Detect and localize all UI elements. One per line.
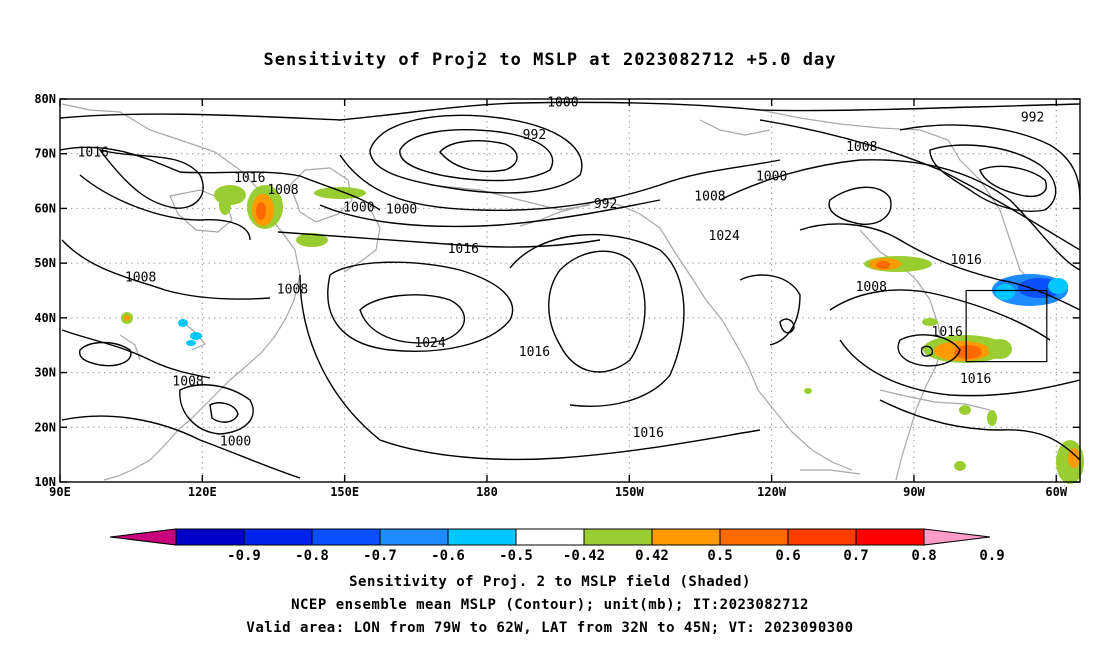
contour-label: 1000 xyxy=(547,95,578,110)
colorbar-extend-high xyxy=(923,528,991,546)
colorbar-segment xyxy=(515,528,585,546)
lat-tick-label: 10N xyxy=(34,475,56,489)
colorbar-segment xyxy=(379,528,449,546)
colorbar-label: 0.5 xyxy=(707,548,732,564)
lat-tick-label: 20N xyxy=(34,420,56,434)
lon-tick-label: 120E xyxy=(188,485,217,499)
contour-label: 1016 xyxy=(519,345,550,360)
lon-tick-label: 90W xyxy=(903,485,925,499)
colorbar-segment xyxy=(243,528,313,546)
colorbar-label: 0.7 xyxy=(843,548,868,564)
contour-label: 1024 xyxy=(709,229,740,244)
colorbar-segment xyxy=(447,528,517,546)
colorbar-label: 0.42 xyxy=(635,548,669,564)
map-title: Sensitivity of Proj2 to MSLP at 20230827… xyxy=(263,50,837,70)
contour-label: 1008 xyxy=(694,189,725,204)
colorbar-segment xyxy=(651,528,721,546)
colorbar-label: -0.6 xyxy=(431,548,465,564)
colorbar-segment xyxy=(719,528,789,546)
graticule xyxy=(60,99,1080,482)
contour-label: 1016 xyxy=(448,242,479,257)
lat-tick-label: 80N xyxy=(34,92,56,106)
contour-label: 1008 xyxy=(277,282,308,297)
lon-tick-label: 120W xyxy=(757,485,787,499)
colorbar-label: 0.6 xyxy=(775,548,800,564)
lat-tick-label: 70N xyxy=(34,147,56,161)
caption-contour: NCEP ensemble mean MSLP (Contour); unit(… xyxy=(291,597,809,613)
colorbar-label: 0.9 xyxy=(979,548,1004,564)
contour-label: 1016 xyxy=(950,253,981,268)
colorbar-label: 0.8 xyxy=(911,548,936,564)
valid-area-rect xyxy=(965,289,1048,363)
lat-tick-label: 40N xyxy=(34,311,56,325)
contour-label: 992 xyxy=(523,128,546,143)
caption-valid-area: Valid area: LON from 79W to 62W, LAT fro… xyxy=(246,620,854,636)
lat-tick-label: 30N xyxy=(34,366,56,380)
colorbar-segment xyxy=(311,528,381,546)
contour-label: 1000 xyxy=(386,203,417,218)
contour-label: 1016 xyxy=(78,146,109,161)
contour-label: 1000 xyxy=(220,435,251,450)
contour-label: 1008 xyxy=(172,374,203,389)
contour-label: 1008 xyxy=(125,270,156,285)
colorbar-label: -0.8 xyxy=(295,548,329,564)
contour-label: 1000 xyxy=(756,170,787,185)
contour-label: 1008 xyxy=(267,183,298,198)
valid-area-box xyxy=(965,289,1048,363)
colorbar-label: -0.5 xyxy=(499,548,533,564)
lon-tick-label: 90E xyxy=(49,485,71,499)
contour-label: 1016 xyxy=(633,426,664,441)
contour-label: 1008 xyxy=(856,280,887,295)
caption-shading: Sensitivity of Proj. 2 to MSLP field (Sh… xyxy=(349,574,751,590)
contour-label: 1016 xyxy=(960,372,991,387)
lon-tick-label: 180 xyxy=(476,485,498,499)
contour-label: 1024 xyxy=(414,336,445,351)
lon-tick-label: 150E xyxy=(330,485,359,499)
lon-tick-label: 60W xyxy=(1045,485,1067,499)
contour-label: 1008 xyxy=(846,140,877,155)
contour-label: 1016 xyxy=(234,171,265,186)
colorbar-segment xyxy=(787,528,857,546)
colorbar-label: -0.7 xyxy=(363,548,397,564)
colorbar-extend-low xyxy=(109,528,177,546)
contour-label: 992 xyxy=(594,197,617,212)
contour-label: 1016 xyxy=(932,325,963,340)
colorbar-segment xyxy=(175,528,245,546)
colorbar-segment xyxy=(855,528,925,546)
colorbar-segment xyxy=(583,528,653,546)
contour-label: 1000 xyxy=(343,200,374,215)
coastlines xyxy=(61,103,1061,481)
mslp-contours xyxy=(59,101,1081,479)
lat-tick-label: 50N xyxy=(34,256,56,270)
lon-tick-label: 150W xyxy=(615,485,645,499)
map-frame xyxy=(59,98,1081,483)
colorbar-label: -0.42 xyxy=(563,548,605,564)
colorbar-label: -0.9 xyxy=(227,548,261,564)
lat-tick-label: 60N xyxy=(34,201,56,215)
colorbar: -0.9 -0.8 -0.7 -0.6 -0.5 -0.42 0.42 0.5 0.6 0.7 0.… xyxy=(109,528,1005,564)
contour-label: 992 xyxy=(1021,111,1044,126)
